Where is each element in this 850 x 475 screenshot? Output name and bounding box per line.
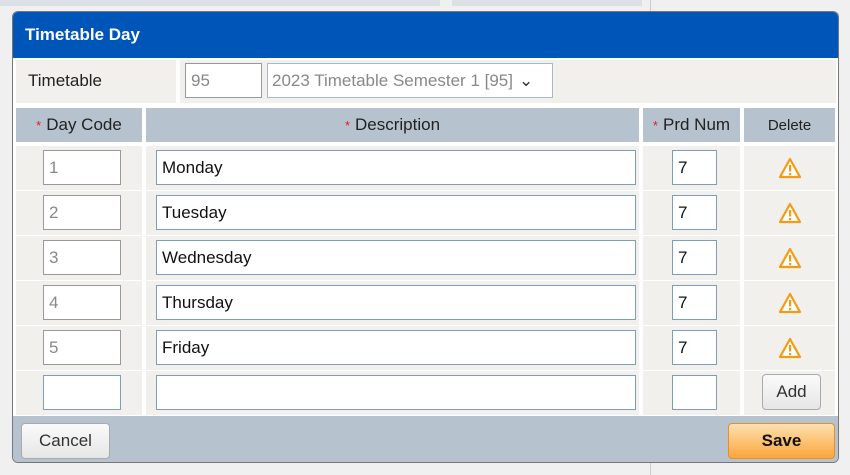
cancel-button[interactable]: Cancel	[21, 423, 110, 459]
column-label: Prd Num	[662, 115, 731, 134]
dialog-footer	[13, 416, 838, 462]
day-code-input[interactable]	[43, 150, 121, 185]
column-header-description: * Description	[146, 108, 639, 142]
delete-warning-icon[interactable]	[778, 292, 802, 314]
delete-warning-icon[interactable]	[778, 202, 802, 224]
day-code-input[interactable]	[43, 285, 121, 320]
timetable-day-dialog: Timetable Day Timetable 2023 Timetable S…	[12, 11, 839, 463]
description-input[interactable]	[156, 285, 636, 320]
column-header-day-code: * Day Code	[16, 108, 142, 142]
timetable-select-value: 2023 Timetable Semester 1 [95]	[272, 70, 513, 90]
column-header-delete: Delete	[744, 108, 835, 142]
chevron-down-icon: ⌄	[518, 70, 534, 90]
delete-warning-icon[interactable]	[778, 157, 802, 179]
delete-warning-icon[interactable]	[778, 337, 802, 359]
dialog-title: Timetable Day	[13, 12, 838, 58]
prd-num-input[interactable]	[672, 240, 717, 275]
day-code-input[interactable]	[43, 195, 121, 230]
save-button[interactable]: Save	[728, 423, 835, 459]
day-code-input[interactable]	[43, 330, 121, 365]
background-strip	[452, 0, 642, 6]
add-button[interactable]: Add	[762, 374, 821, 410]
prd-num-input[interactable]	[672, 285, 717, 320]
description-input[interactable]	[156, 150, 636, 185]
timetable-label: Timetable	[28, 71, 103, 90]
day-code-input[interactable]	[43, 375, 121, 410]
prd-num-input[interactable]	[672, 375, 717, 410]
prd-num-input[interactable]	[672, 330, 717, 365]
description-input[interactable]	[156, 330, 636, 365]
prd-num-input[interactable]	[672, 195, 717, 230]
day-code-input[interactable]	[43, 240, 121, 275]
required-mark: *	[652, 117, 658, 133]
description-input[interactable]	[156, 375, 636, 410]
column-label: Description	[355, 115, 441, 134]
timetable-code-input[interactable]	[185, 63, 262, 98]
timetable-label-cell: Timetable	[16, 60, 176, 103]
required-mark: *	[344, 117, 350, 133]
background-strip	[0, 0, 440, 6]
column-label: Day Code	[46, 115, 122, 134]
description-input[interactable]	[156, 240, 636, 275]
prd-num-input[interactable]	[672, 150, 717, 185]
required-mark: *	[36, 117, 42, 133]
column-header-prd-num: * Prd Num	[643, 108, 740, 142]
description-input[interactable]	[156, 195, 636, 230]
delete-warning-icon[interactable]	[778, 247, 802, 269]
timetable-select[interactable]: 2023 Timetable Semester 1 [95] ⌄	[267, 63, 553, 98]
